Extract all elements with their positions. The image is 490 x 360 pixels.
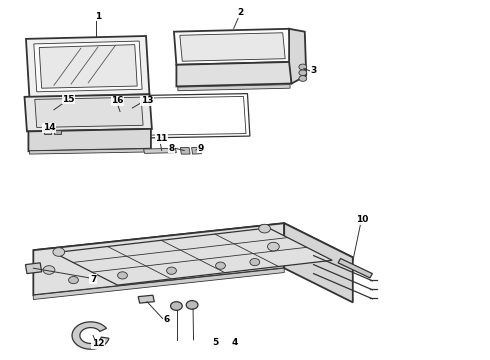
Polygon shape xyxy=(180,148,190,154)
Text: 13: 13 xyxy=(141,96,153,105)
Bar xyxy=(44,130,51,134)
Circle shape xyxy=(299,70,307,76)
Circle shape xyxy=(299,76,307,81)
Text: 15: 15 xyxy=(62,95,75,104)
Circle shape xyxy=(118,272,127,279)
Text: 16: 16 xyxy=(111,96,124,105)
Polygon shape xyxy=(176,62,292,86)
Text: 9: 9 xyxy=(197,144,204,153)
Circle shape xyxy=(43,266,55,274)
Bar xyxy=(54,130,61,134)
Polygon shape xyxy=(33,223,353,284)
Text: 4: 4 xyxy=(232,338,239,347)
Polygon shape xyxy=(192,147,201,154)
Polygon shape xyxy=(33,268,284,300)
Circle shape xyxy=(299,64,307,70)
Polygon shape xyxy=(338,258,372,278)
Text: 6: 6 xyxy=(164,315,170,324)
Polygon shape xyxy=(174,29,292,65)
Polygon shape xyxy=(26,36,149,97)
Polygon shape xyxy=(54,228,332,285)
Polygon shape xyxy=(33,223,284,295)
Polygon shape xyxy=(72,322,109,349)
Polygon shape xyxy=(138,295,154,303)
Text: 12: 12 xyxy=(92,339,104,348)
Circle shape xyxy=(250,258,260,266)
Circle shape xyxy=(171,302,182,310)
Text: 11: 11 xyxy=(155,134,168,143)
Circle shape xyxy=(53,248,65,256)
Polygon shape xyxy=(284,223,353,302)
Text: 8: 8 xyxy=(169,144,174,153)
Circle shape xyxy=(216,262,225,269)
Polygon shape xyxy=(28,129,151,151)
Text: 14: 14 xyxy=(43,123,55,132)
Polygon shape xyxy=(289,29,306,84)
Polygon shape xyxy=(39,45,137,88)
Circle shape xyxy=(259,224,270,233)
Circle shape xyxy=(186,301,198,309)
Text: 5: 5 xyxy=(213,338,219,347)
Polygon shape xyxy=(144,148,176,153)
Text: 10: 10 xyxy=(356,215,369,224)
Polygon shape xyxy=(25,263,42,274)
Text: 2: 2 xyxy=(237,8,243,17)
Polygon shape xyxy=(29,149,151,154)
Text: 3: 3 xyxy=(311,66,317,75)
Polygon shape xyxy=(180,33,285,61)
Circle shape xyxy=(69,276,78,284)
Polygon shape xyxy=(178,85,290,91)
Polygon shape xyxy=(24,94,152,131)
Polygon shape xyxy=(34,41,142,92)
Polygon shape xyxy=(35,97,143,127)
Circle shape xyxy=(268,242,279,251)
Text: 7: 7 xyxy=(90,275,97,284)
Text: 1: 1 xyxy=(95,12,101,21)
Circle shape xyxy=(167,267,176,274)
